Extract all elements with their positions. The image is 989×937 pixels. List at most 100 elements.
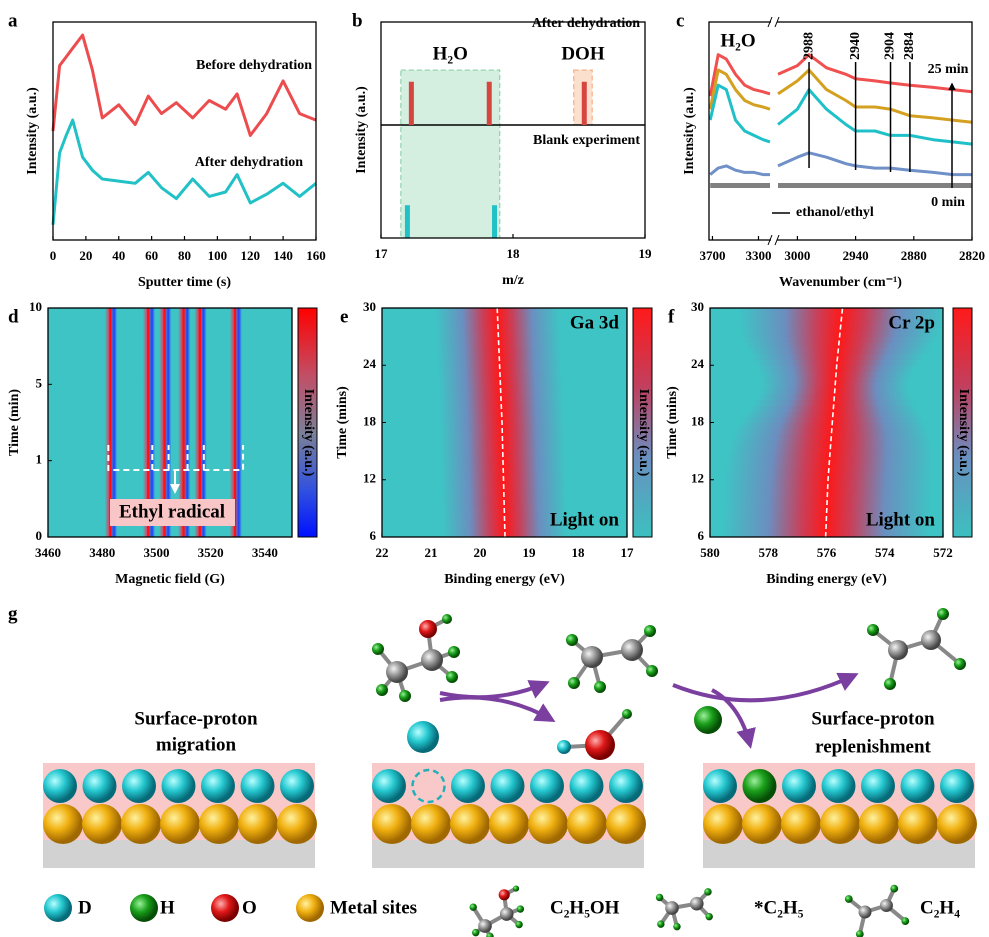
atom (694, 706, 722, 734)
legend-label: C₂H₄ (920, 897, 960, 918)
legend-label: ethanol/ethyl (796, 205, 874, 220)
heat-slice (382, 462, 627, 469)
atom (44, 894, 72, 922)
bar (581, 81, 587, 125)
atom (469, 903, 477, 911)
center-line (496, 307, 506, 538)
atom (621, 639, 643, 661)
atom (646, 665, 658, 677)
atom (161, 769, 196, 803)
series-label: After dehydration (195, 155, 303, 170)
atom (859, 804, 899, 844)
atom (211, 894, 239, 922)
x-tick-label: 160 (306, 248, 326, 263)
atom (376, 684, 388, 696)
atom (689, 896, 704, 911)
legend-label: *C₂H₅ (754, 897, 804, 918)
x-tick-label: 3500 (143, 545, 169, 560)
panel-letter: g (8, 603, 18, 624)
x-tick-label: 3540 (252, 545, 278, 560)
atom (855, 930, 864, 937)
heat-slice (382, 439, 627, 446)
frame (708, 21, 973, 241)
x-axis-label: Binding energy (eV) (444, 572, 565, 587)
heat-slice (382, 422, 627, 429)
y-tick-label: 12 (363, 471, 376, 486)
legend-label: H (160, 897, 175, 918)
peak (198, 308, 202, 537)
y-tick-label: 6 (698, 528, 705, 543)
x-tick-label: 40 (112, 248, 125, 263)
heat-slice (710, 347, 943, 355)
panel-letter: e (340, 306, 348, 327)
heat-slice (382, 473, 627, 481)
x-tick-label: 19 (639, 246, 653, 261)
atom (82, 769, 117, 803)
atom (900, 769, 935, 803)
x-tick-label: 17 (375, 246, 389, 261)
heat-slice (710, 330, 943, 338)
atom (450, 804, 490, 844)
x-tick-label: 3460 (35, 545, 61, 560)
atom (594, 681, 606, 693)
atom (478, 919, 492, 933)
atom (879, 899, 893, 912)
x-tick-label: 576 (817, 545, 837, 560)
atom (606, 804, 646, 844)
peak-label: 2988 (801, 32, 816, 60)
x-tick-label: 19 (523, 545, 537, 560)
legend-label: D (78, 897, 92, 918)
atom (122, 769, 156, 803)
atom (609, 769, 643, 803)
atom (121, 804, 161, 844)
arrow (672, 672, 859, 703)
x-tick-label: 100 (208, 248, 228, 263)
x-tick-label: 2940 (843, 248, 869, 263)
substrate (43, 840, 315, 868)
heat-slice (710, 519, 943, 527)
axis-break (771, 238, 777, 242)
x-tick-label: 2880 (901, 248, 927, 263)
y-tick-label: 24 (691, 356, 705, 371)
atom (704, 888, 712, 896)
y-axis-label: Time (mins) (665, 386, 680, 459)
x-tick-label: 3700 (699, 248, 725, 263)
atom (372, 804, 412, 844)
atom (820, 804, 860, 844)
line (51, 33, 317, 137)
atom (407, 721, 439, 753)
x-tick-label: 580 (700, 545, 720, 560)
x-tick-label: 140 (273, 248, 293, 263)
x-tick-label: 578 (759, 545, 779, 560)
atom (419, 620, 437, 638)
legend-label: C₂H₅OH (550, 897, 620, 918)
line (709, 151, 972, 177)
x-tick-label: 3520 (198, 545, 224, 560)
colorbar-label: Intensity (a.u.) (636, 389, 651, 477)
atom (486, 932, 494, 937)
arrow (711, 688, 756, 749)
colorbar (297, 307, 318, 538)
y-tick-label: 30 (691, 299, 704, 314)
y-tick-label: 24 (363, 356, 377, 371)
atom (898, 804, 938, 844)
heat-slice (382, 381, 627, 389)
atom (442, 614, 452, 624)
frame (381, 307, 628, 538)
atom (954, 658, 966, 670)
atom (781, 804, 821, 844)
plot-area (48, 308, 292, 537)
line (51, 118, 317, 225)
heat-slice (710, 318, 943, 326)
heat-slice (710, 444, 943, 452)
peak (147, 308, 150, 537)
atom (742, 804, 782, 844)
peak (163, 308, 166, 537)
heat-slice (382, 318, 627, 326)
atom (280, 769, 314, 803)
heat-slice (382, 416, 627, 423)
atom (240, 769, 275, 803)
heat-slice (382, 353, 627, 361)
x-tick-label: 0 (50, 248, 57, 263)
